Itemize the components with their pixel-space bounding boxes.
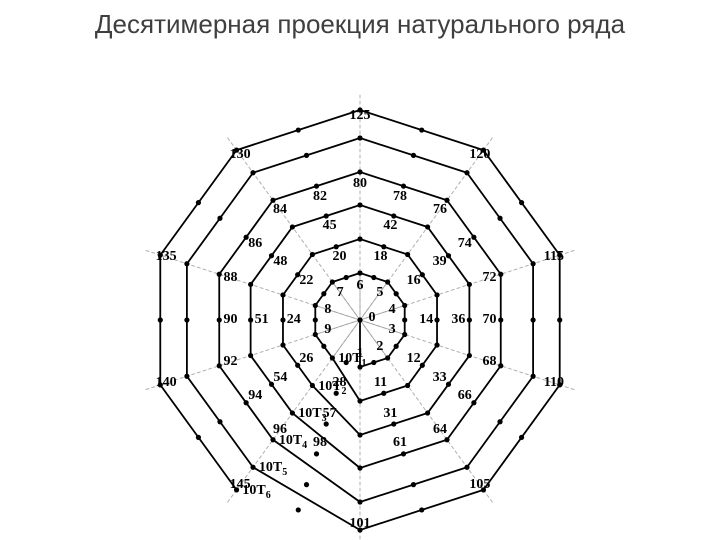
number-label: 14 (419, 312, 433, 328)
number-label: 9 (324, 322, 331, 338)
number-label: 90 (224, 312, 238, 328)
number-label: 57 (323, 406, 337, 422)
number-label: 6 (357, 278, 364, 294)
number-label: 2 (376, 339, 383, 355)
number-label: 3 (389, 322, 396, 338)
number-label: 4 (389, 302, 396, 318)
number-label: 45 (323, 218, 337, 234)
number-label: 72 (482, 270, 496, 286)
number-label: 31 (383, 406, 397, 422)
number-label: 101 (350, 516, 371, 532)
number-label: 54 (273, 370, 287, 386)
number-label: 115 (544, 249, 564, 265)
number-label: 76 (433, 202, 447, 218)
number-label: 94 (248, 388, 262, 404)
number-label: 28 (333, 375, 347, 391)
number-label: 7 (337, 285, 344, 301)
number-label: 78 (393, 189, 407, 205)
number-label: 0 (369, 310, 376, 326)
number-label: 20 (333, 249, 347, 265)
number-label: 8 (324, 302, 331, 318)
number-label: 68 (482, 354, 496, 370)
number-label: 70 (482, 312, 496, 328)
number-label: 11 (374, 375, 387, 391)
number-label: 66 (458, 388, 472, 404)
number-label: 26 (299, 351, 313, 367)
number-label: 5 (376, 285, 383, 301)
number-label: 86 (248, 236, 262, 252)
number-label: 110 (544, 375, 564, 391)
number-label: 18 (373, 249, 387, 265)
number-label: 80 (353, 176, 367, 192)
number-label: 12 (407, 351, 421, 367)
turn-label: 10T5 (259, 460, 287, 478)
number-label: 84 (273, 202, 287, 218)
number-label: 82 (313, 189, 327, 205)
number-label: 130 (230, 147, 251, 163)
number-label: 22 (299, 273, 313, 289)
number-label: 64 (433, 422, 447, 438)
number-label: 140 (156, 375, 177, 391)
number-label: 92 (224, 354, 238, 370)
number-label: 145 (230, 477, 251, 493)
number-label: 24 (287, 312, 301, 328)
number-label: 96 (273, 422, 287, 438)
number-label: 88 (224, 270, 238, 286)
number-label: 42 (383, 218, 397, 234)
number-label: 16 (407, 273, 421, 289)
diagram-canvas (0, 0, 720, 540)
number-label: 39 (433, 254, 447, 270)
number-label: 74 (458, 236, 472, 252)
number-label: 120 (469, 147, 490, 163)
number-label: 36 (451, 312, 465, 328)
number-label: 51 (255, 312, 269, 328)
number-label: 125 (350, 108, 371, 124)
number-label: 105 (469, 477, 490, 493)
number-label: 48 (273, 254, 287, 270)
number-label: 61 (393, 435, 407, 451)
number-label: 98 (313, 435, 327, 451)
number-label: 135 (156, 249, 177, 265)
number-label: 33 (433, 370, 447, 386)
turn-label: 10T1 (338, 351, 366, 369)
